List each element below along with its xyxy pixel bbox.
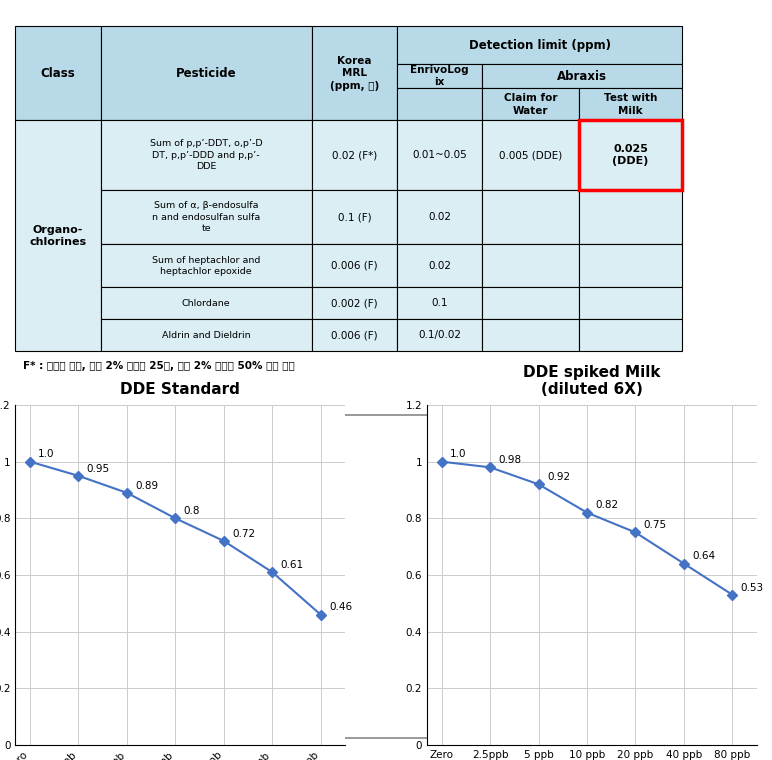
Bar bbox=[397, 64, 482, 88]
Bar bbox=[579, 244, 682, 287]
Text: 0.75: 0.75 bbox=[644, 521, 667, 530]
Text: 0.005 (DDE): 0.005 (DDE) bbox=[499, 150, 562, 160]
Text: Pesticide: Pesticide bbox=[176, 67, 236, 80]
Bar bbox=[397, 319, 482, 351]
Bar bbox=[482, 64, 682, 88]
Text: Test with
Milk: Test with Milk bbox=[604, 93, 657, 116]
Text: EnrivoLog
ix: EnrivoLog ix bbox=[411, 65, 469, 87]
Bar bbox=[397, 120, 482, 190]
Text: 0.89: 0.89 bbox=[135, 480, 158, 491]
Text: Sum of heptachlor and
heptachlor epoxide: Sum of heptachlor and heptachlor epoxide bbox=[152, 256, 260, 276]
Text: 0.98: 0.98 bbox=[499, 455, 522, 465]
Text: F* : 지용성 농약, 지방 2% 이상시 25배, 지방 2% 미만시 50% 수준 적용: F* : 지용성 농약, 지방 2% 이상시 25배, 지방 2% 미만시 50… bbox=[23, 361, 295, 371]
Text: 0.1 (F): 0.1 (F) bbox=[337, 212, 371, 222]
Text: Sum of p,p’-DDT, o,p’-D
DT, p,p’-DDD and p,p’-
DDE: Sum of p,p’-DDT, o,p’-D DT, p,p’-DDD and… bbox=[150, 140, 262, 171]
Text: 0.1/0.02: 0.1/0.02 bbox=[418, 331, 461, 340]
Bar bbox=[397, 190, 482, 244]
Text: Abraxis: Abraxis bbox=[557, 70, 608, 83]
Bar bbox=[15, 120, 100, 351]
Bar bbox=[100, 244, 312, 287]
Bar bbox=[312, 319, 397, 351]
Text: 0.025
(DDE): 0.025 (DDE) bbox=[612, 144, 648, 166]
Bar bbox=[482, 244, 579, 287]
Bar bbox=[100, 27, 312, 120]
Text: Organo-
chlorines: Organo- chlorines bbox=[29, 225, 86, 247]
Bar bbox=[579, 120, 682, 190]
Text: 0.64: 0.64 bbox=[692, 552, 716, 562]
Text: 1.0: 1.0 bbox=[39, 449, 55, 460]
Bar bbox=[482, 287, 579, 319]
Text: 0.006 (F): 0.006 (F) bbox=[331, 261, 378, 271]
Text: 0.01~0.05: 0.01~0.05 bbox=[412, 150, 467, 160]
Text: 0.46: 0.46 bbox=[329, 603, 352, 613]
Bar bbox=[482, 190, 579, 244]
Bar bbox=[397, 287, 482, 319]
Text: 0.8: 0.8 bbox=[184, 506, 200, 516]
Text: 0.53: 0.53 bbox=[740, 583, 764, 593]
Bar bbox=[312, 287, 397, 319]
Text: 0.82: 0.82 bbox=[595, 501, 618, 511]
Bar bbox=[397, 88, 482, 120]
Text: Detection limit (ppm): Detection limit (ppm) bbox=[469, 39, 611, 52]
Bar bbox=[579, 287, 682, 319]
Bar bbox=[482, 120, 579, 190]
Bar bbox=[100, 319, 312, 351]
Bar bbox=[312, 120, 397, 190]
Text: 0.02 (F*): 0.02 (F*) bbox=[332, 150, 378, 160]
Bar bbox=[100, 287, 312, 319]
Text: 0.002 (F): 0.002 (F) bbox=[331, 299, 378, 309]
Text: 0.72: 0.72 bbox=[232, 529, 256, 539]
Text: 0.92: 0.92 bbox=[547, 472, 570, 482]
Bar bbox=[15, 27, 100, 120]
Text: Aldrin and Dieldrin: Aldrin and Dieldrin bbox=[162, 331, 251, 340]
Text: 0.61: 0.61 bbox=[280, 560, 303, 570]
Text: 0.02: 0.02 bbox=[428, 212, 451, 222]
Text: 0.95: 0.95 bbox=[86, 464, 110, 473]
Text: 1.0: 1.0 bbox=[450, 449, 466, 460]
Bar bbox=[100, 190, 312, 244]
Text: 0.006 (F): 0.006 (F) bbox=[331, 331, 378, 340]
Bar bbox=[482, 319, 579, 351]
Bar bbox=[482, 88, 579, 120]
Text: 0.02: 0.02 bbox=[428, 261, 451, 271]
Bar bbox=[397, 244, 482, 287]
Title: DDE spiked Milk
(diluted 6X): DDE spiked Milk (diluted 6X) bbox=[523, 365, 661, 397]
Text: Sum of α, β-endosulfa
n and endosulfan sulfa
te: Sum of α, β-endosulfa n and endosulfan s… bbox=[152, 201, 260, 233]
Bar bbox=[100, 120, 312, 190]
Bar bbox=[579, 190, 682, 244]
Bar bbox=[579, 88, 682, 120]
Text: Korea
MRL
(ppm, 유): Korea MRL (ppm, 유) bbox=[330, 56, 379, 90]
Bar bbox=[312, 27, 397, 120]
Bar bbox=[312, 244, 397, 287]
Text: Chlordane: Chlordane bbox=[182, 299, 231, 308]
Bar bbox=[579, 319, 682, 351]
Title: DDE Standard: DDE Standard bbox=[120, 382, 240, 397]
Text: Claim for
Water: Claim for Water bbox=[504, 93, 557, 116]
Bar bbox=[312, 190, 397, 244]
Text: 0.1: 0.1 bbox=[432, 299, 448, 309]
Text: Class: Class bbox=[41, 67, 76, 80]
Bar bbox=[397, 27, 682, 64]
